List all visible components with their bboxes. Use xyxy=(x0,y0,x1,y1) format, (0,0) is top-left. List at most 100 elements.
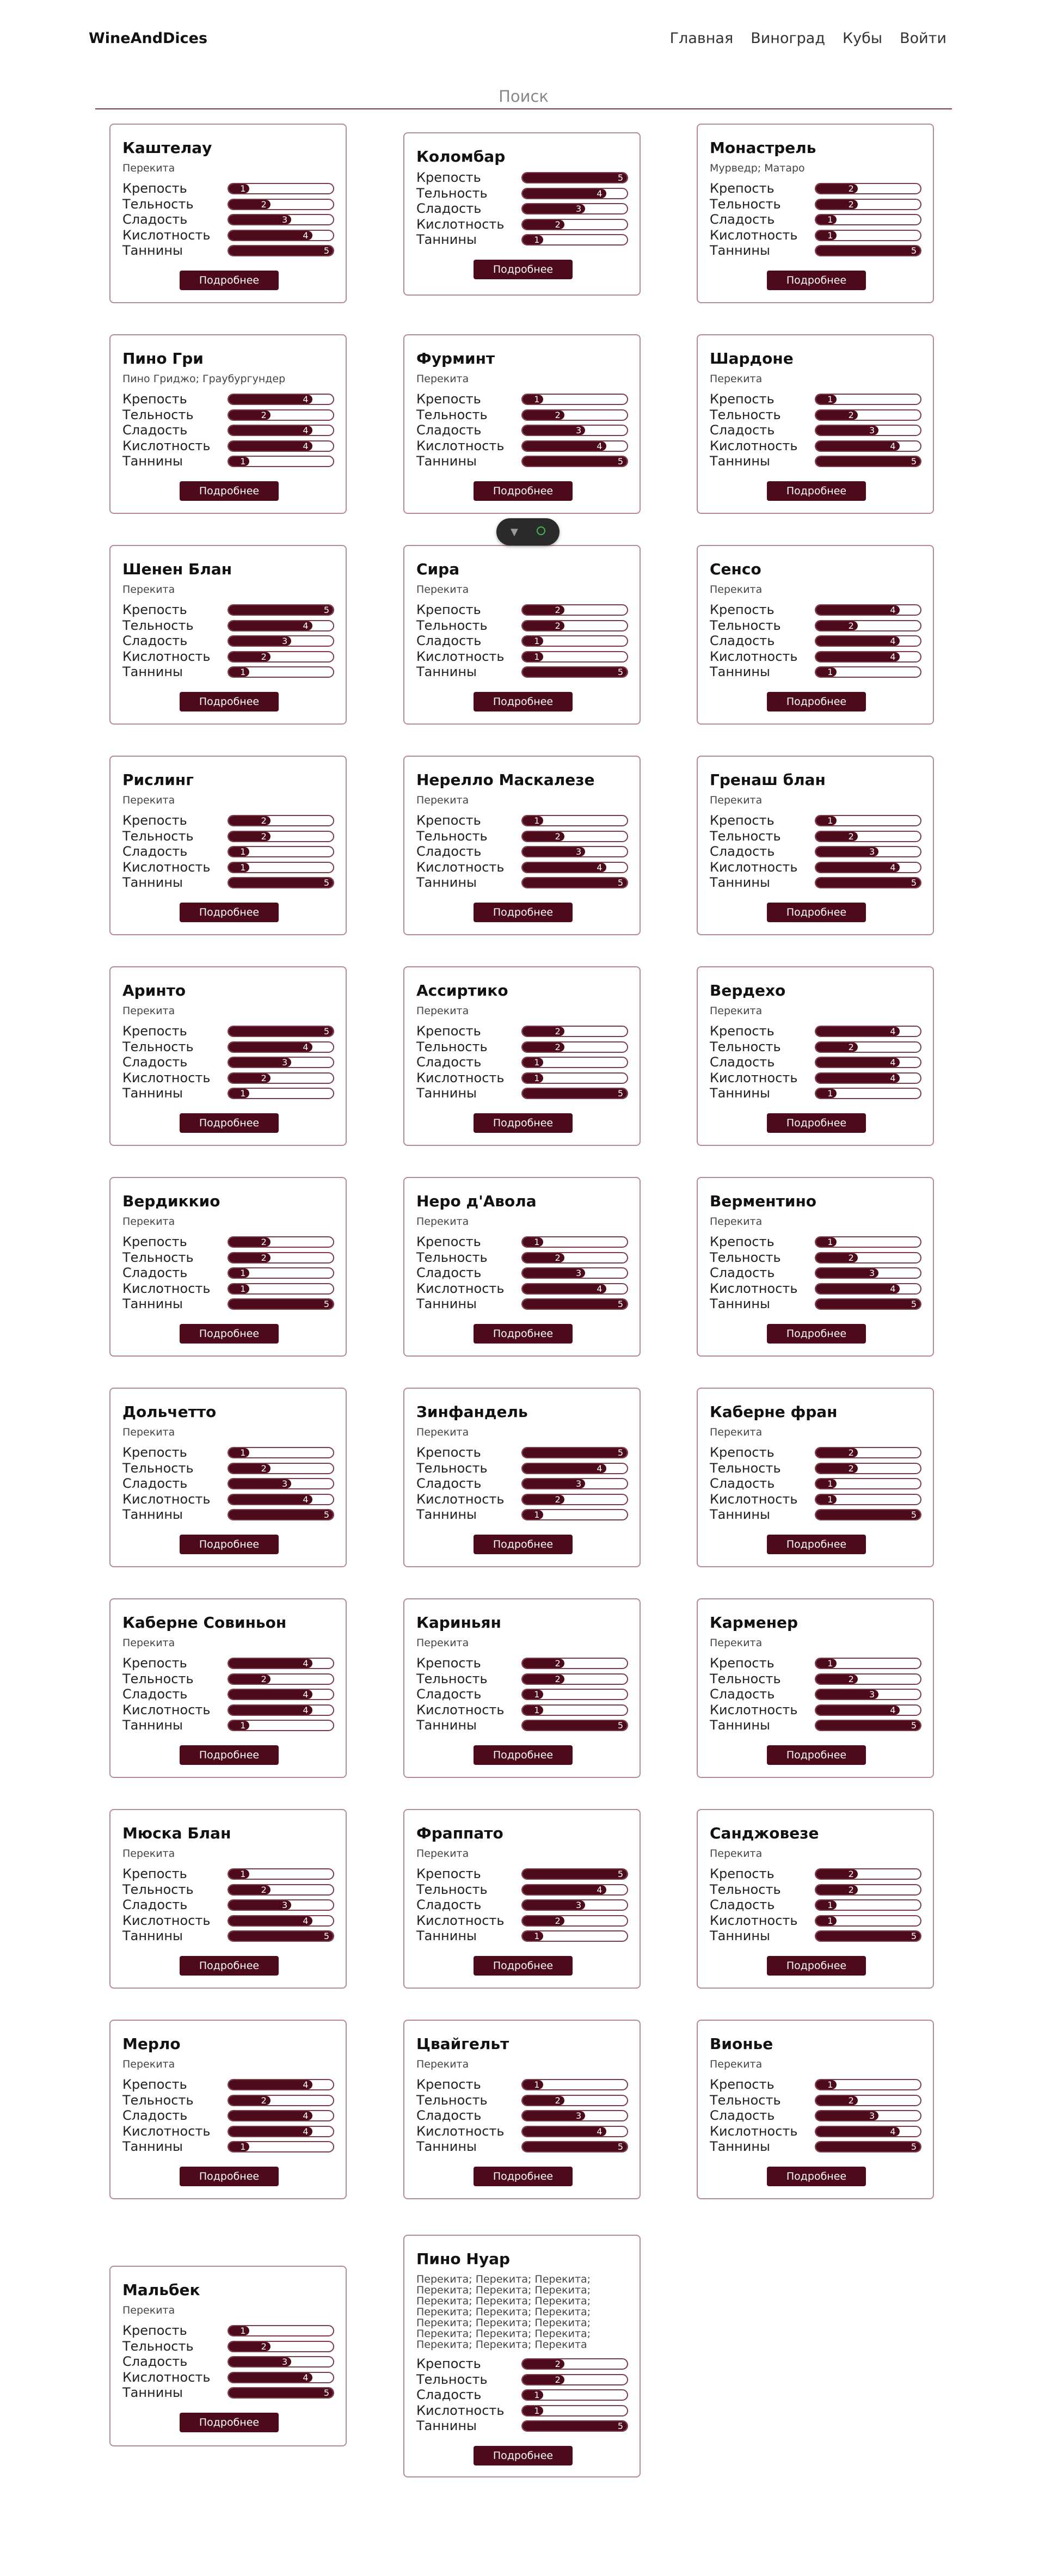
body-row: Тельность 2 xyxy=(122,2339,336,2354)
details-button[interactable]: Подробнее xyxy=(180,270,279,290)
wine-name: Кариньян xyxy=(416,1614,501,1632)
details-button[interactable]: Подробнее xyxy=(180,2412,279,2432)
brand-logo[interactable]: WineAndDices xyxy=(89,30,208,47)
stat-label: Кислотность xyxy=(416,216,505,232)
details-button[interactable]: Подробнее xyxy=(474,481,573,501)
body-row: Тельность 2 xyxy=(416,1039,630,1054)
details-button[interactable]: Подробнее xyxy=(180,481,279,501)
stat-bar: 4 xyxy=(521,861,628,873)
acidity-row: Кислотность 4 xyxy=(122,2124,336,2139)
details-button[interactable]: Подробнее xyxy=(767,1323,866,1344)
stat-bar: 1 xyxy=(521,651,628,663)
body-row: Тельность 2 xyxy=(710,618,923,633)
details-button[interactable]: Подробнее xyxy=(474,1955,573,1976)
stat-label: Таннины xyxy=(710,1507,770,1522)
stat-value: 3 xyxy=(282,1057,288,1068)
details-button[interactable]: Подробнее xyxy=(180,1113,279,1133)
wine-synonyms: Перекита xyxy=(416,1848,469,1860)
stat-value: 1 xyxy=(534,1072,540,1083)
tannins-row: Таннины 5 xyxy=(710,243,923,258)
stat-value: 4 xyxy=(597,440,603,451)
details-button[interactable]: Подробнее xyxy=(767,902,866,922)
stat-bar: 4 xyxy=(228,620,334,631)
stat-label: Кислотность xyxy=(122,1912,211,1928)
details-button[interactable]: Подробнее xyxy=(474,1113,573,1133)
details-button[interactable]: Подробнее xyxy=(474,691,573,712)
stat-value: 2 xyxy=(848,183,854,194)
stat-value: 1 xyxy=(240,456,246,467)
details-button[interactable]: Подробнее xyxy=(474,1534,573,1554)
stat-bar: 3 xyxy=(815,2110,921,2121)
details-button[interactable]: Подробнее xyxy=(767,2166,866,2186)
details-button[interactable]: Подробнее xyxy=(767,481,866,501)
details-button[interactable]: Подробнее xyxy=(180,1955,279,1976)
tannins-row: Таннины 1 xyxy=(416,1929,630,1943)
strength-row: Крепость 2 xyxy=(710,181,923,196)
nav-item-login[interactable]: Войти xyxy=(900,30,946,47)
strength-row: Крепость 2 xyxy=(416,2357,630,2371)
stat-value: 1 xyxy=(534,1931,540,1941)
tannins-row: Таннины 1 xyxy=(122,454,336,469)
body-row: Тельность 2 xyxy=(416,2372,630,2387)
stat-bar: 4 xyxy=(521,440,628,452)
stat-bar-fill: 2 xyxy=(229,410,271,420)
details-button[interactable]: Подробнее xyxy=(767,270,866,290)
stat-label: Крепость xyxy=(416,1023,481,1039)
details-button[interactable]: Подробнее xyxy=(767,691,866,712)
search-input[interactable] xyxy=(95,84,952,109)
stat-bar: 1 xyxy=(228,456,334,467)
stat-bar-fill: 5 xyxy=(816,1510,920,1519)
body-row: Тельность 2 xyxy=(122,829,336,844)
stat-value: 2 xyxy=(555,1026,561,1036)
nav-item-cubes[interactable]: Кубы xyxy=(843,30,883,47)
details-button[interactable]: Подробнее xyxy=(474,2166,573,2186)
acidity-row: Кислотность 1 xyxy=(416,649,630,664)
details-button[interactable]: Подробнее xyxy=(767,1534,866,1554)
stat-bar-fill: 5 xyxy=(816,2142,920,2151)
stat-value: 4 xyxy=(303,1689,309,1700)
sweetness-row: Сладость 3 xyxy=(416,1898,630,1912)
details-button[interactable]: Подробнее xyxy=(474,902,573,922)
stat-value: 2 xyxy=(261,831,267,842)
stat-value: 1 xyxy=(240,847,246,857)
stat-bar: 1 xyxy=(521,234,628,246)
details-button[interactable]: Подробнее xyxy=(180,902,279,922)
stat-bar-fill: 3 xyxy=(229,215,292,224)
details-button[interactable]: Подробнее xyxy=(767,1955,866,1976)
details-button[interactable]: Подробнее xyxy=(474,1745,573,1765)
details-button[interactable]: Подробнее xyxy=(767,1113,866,1133)
stat-bar-fill: 4 xyxy=(229,441,312,451)
details-button[interactable]: Подробнее xyxy=(180,1745,279,1765)
body-row: Тельность 2 xyxy=(122,1250,336,1265)
details-button[interactable]: Подробнее xyxy=(180,1323,279,1344)
stat-bar-fill: 2 xyxy=(816,1674,858,1684)
wine-card: Коломбар Крепость 5 Тельность 4 Сладость 3 Кисл… xyxy=(403,132,641,296)
stat-value: 2 xyxy=(848,1041,854,1052)
stat-bar: 4 xyxy=(815,1283,921,1295)
details-button[interactable]: Подробнее xyxy=(767,1745,866,1765)
wine-name: Нерелло Маскалезе xyxy=(416,771,595,789)
body-row: Тельность 2 xyxy=(122,1461,336,1476)
sweetness-row: Сладость 3 xyxy=(416,1476,630,1491)
stat-value: 1 xyxy=(534,235,540,245)
stat-label: Крепость xyxy=(710,391,774,407)
details-button[interactable]: Подробнее xyxy=(474,259,573,279)
wine-name: Пино Гри xyxy=(122,349,204,367)
wine-card: Аринто Перекита Крепость 5 Тельность 4 Сладост… xyxy=(109,966,347,1146)
stat-value: 1 xyxy=(827,394,833,404)
nav-item-home[interactable]: Главная xyxy=(669,30,734,47)
stat-value: 2 xyxy=(848,1463,854,1474)
stat-value: 4 xyxy=(890,1704,896,1715)
stat-bar-fill: 2 xyxy=(229,2341,271,2351)
details-button[interactable]: Подробнее xyxy=(474,1323,573,1344)
stat-bar: 2 xyxy=(815,183,921,194)
details-button[interactable]: Подробнее xyxy=(180,691,279,712)
devtools-toggle[interactable]: ▼ xyxy=(496,518,560,545)
details-button[interactable]: Подробнее xyxy=(180,2166,279,2186)
details-button[interactable]: Подробнее xyxy=(180,1534,279,1554)
details-button[interactable]: Подробнее xyxy=(474,2445,573,2465)
nav-item-grapes[interactable]: Виноград xyxy=(751,30,825,47)
stat-bar-fill: 5 xyxy=(522,667,627,677)
stat-label: Кислотность xyxy=(710,1912,798,1928)
stat-value: 4 xyxy=(890,2126,896,2137)
